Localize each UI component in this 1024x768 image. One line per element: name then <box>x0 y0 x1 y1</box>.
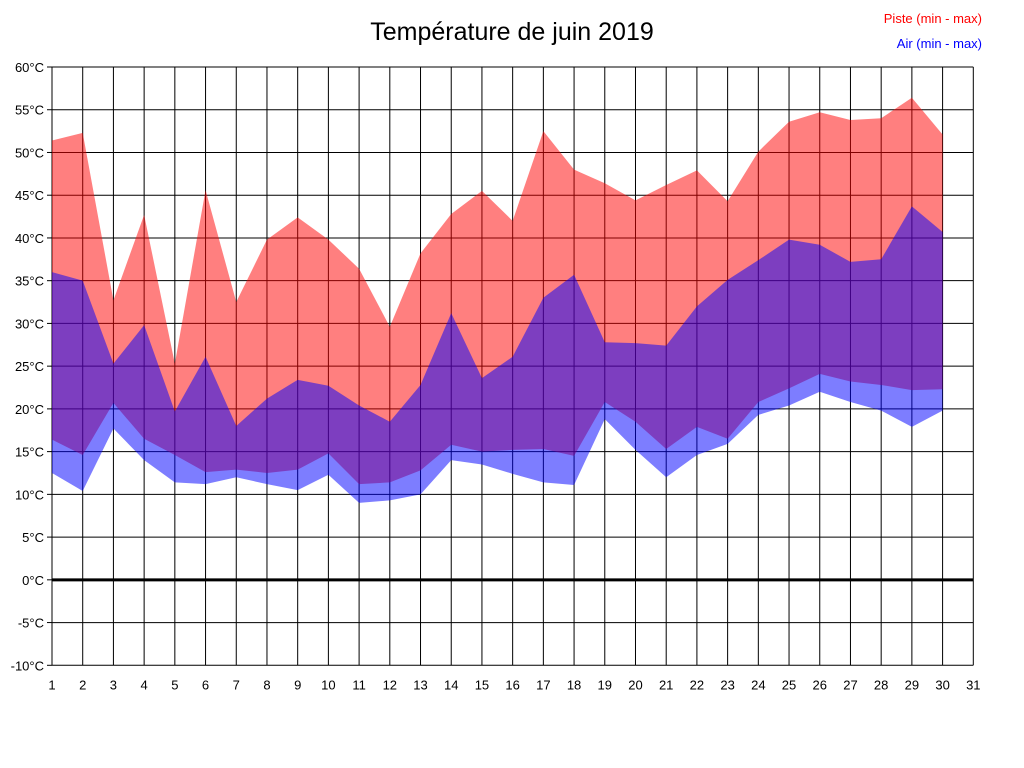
x-tick-label: 11 <box>352 677 366 692</box>
x-tick-label: 30 <box>935 677 949 692</box>
x-tick-label: 22 <box>690 677 704 692</box>
x-tick-label: 14 <box>444 677 458 692</box>
y-tick-label: 30°C <box>15 316 44 331</box>
x-tick-label: 19 <box>598 677 612 692</box>
y-tick-label: -5°C <box>18 616 44 631</box>
x-tick-label: 15 <box>475 677 489 692</box>
x-tick-label: 2 <box>79 677 86 692</box>
y-tick-label: 10°C <box>15 487 44 502</box>
y-tick-label: 20°C <box>15 402 44 417</box>
y-tick-label: 45°C <box>15 188 44 203</box>
y-tick-label: 5°C <box>22 530 44 545</box>
x-tick-label: 10 <box>321 677 335 692</box>
x-tick-label: 13 <box>413 677 427 692</box>
y-tick-label: 55°C <box>15 103 44 118</box>
x-tick-label: 28 <box>874 677 888 692</box>
y-tick-label: 25°C <box>15 359 44 374</box>
y-tick-label: 40°C <box>15 231 44 246</box>
x-tick-label: 21 <box>659 677 673 692</box>
x-tick-label: 4 <box>141 677 148 692</box>
legend-item-air: Air (min - max) <box>884 31 982 56</box>
x-tick-label: 8 <box>263 677 270 692</box>
x-tick-label: 20 <box>628 677 642 692</box>
x-tick-label: 23 <box>720 677 734 692</box>
y-tick-label: -10°C <box>11 658 44 673</box>
legend-label-piste: Piste (min - max) <box>883 11 982 26</box>
air-band-area <box>52 206 943 503</box>
y-tick-label: 0°C <box>22 573 44 588</box>
x-tick-label: 7 <box>233 677 240 692</box>
chart-legend: Piste (min - max) Air (min - max) <box>884 6 982 56</box>
x-tick-label: 3 <box>110 677 117 692</box>
x-tick-label: 1 <box>48 677 55 692</box>
x-tick-label: 24 <box>751 677 765 692</box>
y-tick-label: 50°C <box>15 145 44 160</box>
y-tick-label: 15°C <box>15 445 44 460</box>
y-tick-label: 35°C <box>15 274 44 289</box>
x-tick-label: 6 <box>202 677 209 692</box>
x-tick-label: 31 <box>966 677 980 692</box>
x-tick-label: 12 <box>383 677 397 692</box>
x-tick-label: 5 <box>171 677 178 692</box>
legend-label-air: Air (min - max) <box>896 36 982 51</box>
x-tick-label: 9 <box>294 677 301 692</box>
x-tick-label: 25 <box>782 677 796 692</box>
chart-title: Température de juin 2019 <box>370 18 654 46</box>
x-tick-label: 16 <box>505 677 519 692</box>
x-tick-label: 18 <box>567 677 581 692</box>
x-tick-label: 17 <box>536 677 550 692</box>
x-tick-label: 29 <box>905 677 919 692</box>
legend-item-piste: Piste (min - max) <box>884 6 982 31</box>
y-tick-label: 60°C <box>15 60 44 75</box>
x-tick-label: 26 <box>813 677 827 692</box>
x-tick-label: 27 <box>843 677 857 692</box>
